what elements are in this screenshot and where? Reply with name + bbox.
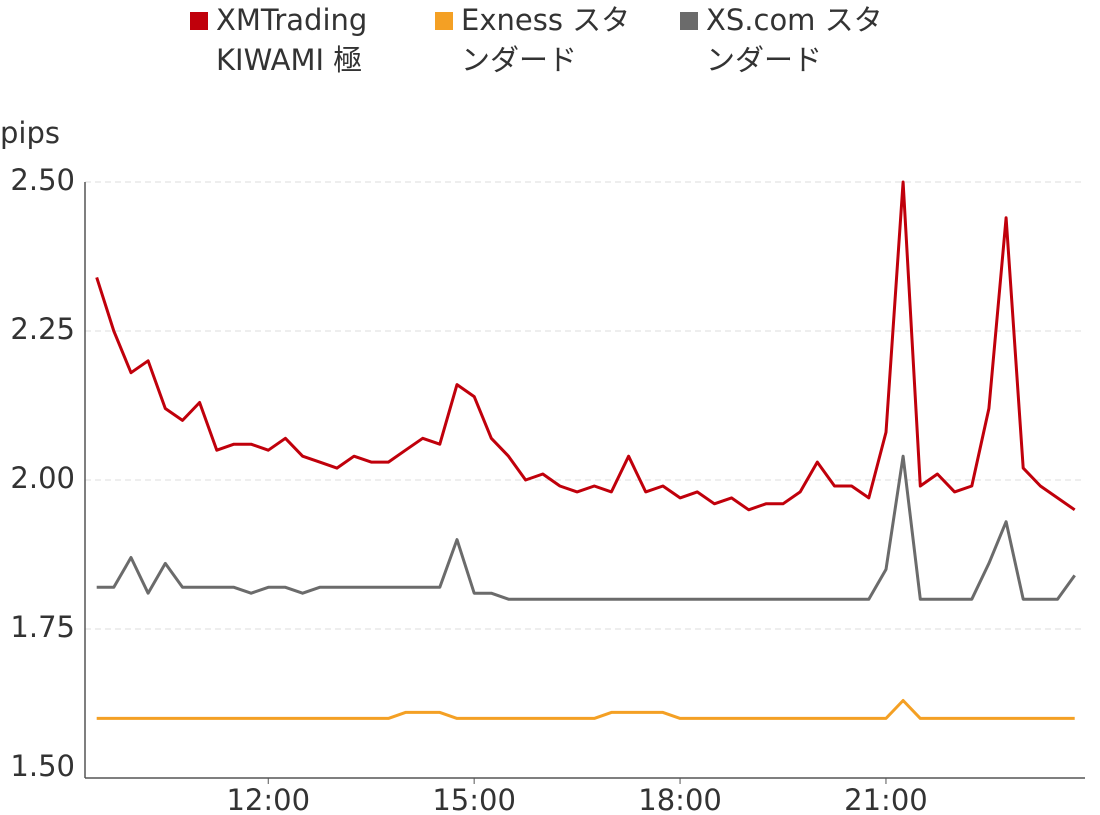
legend-label: Exness スタンダード [461,3,631,77]
x-tick-label: 21:00 [844,783,928,815]
y-tick-label: 2.25 [10,312,75,346]
legend-item: XMTrading KIWAMI 極 [190,0,405,80]
x-tick-label: 12:00 [226,783,310,815]
legend-item: Exness スタンダード [435,0,650,80]
y-tick-label: 1.75 [10,610,75,644]
legend-swatch [190,12,208,30]
x-tick-label: 15:00 [432,783,516,815]
series-line [96,454,1076,601]
y-tick-label: 2.50 [10,163,75,197]
y-tick-label: 2.00 [10,461,75,495]
x-tick-label: 18:00 [638,783,722,815]
y-axis-label: pips [0,116,60,150]
y-tick-label: 1.50 [10,749,75,783]
legend-label: XMTrading KIWAMI 極 [216,3,368,77]
series-line [96,699,1075,720]
legend-swatch [435,12,453,30]
legend-swatch [680,12,698,30]
legend-item: XS.com スタンダード [680,0,895,80]
legend-label: XS.com スタンダード [706,3,883,77]
legend: XMTrading KIWAMI 極 Exness スタンダード XS.com スタ… [190,0,895,80]
series-line [95,180,1076,512]
